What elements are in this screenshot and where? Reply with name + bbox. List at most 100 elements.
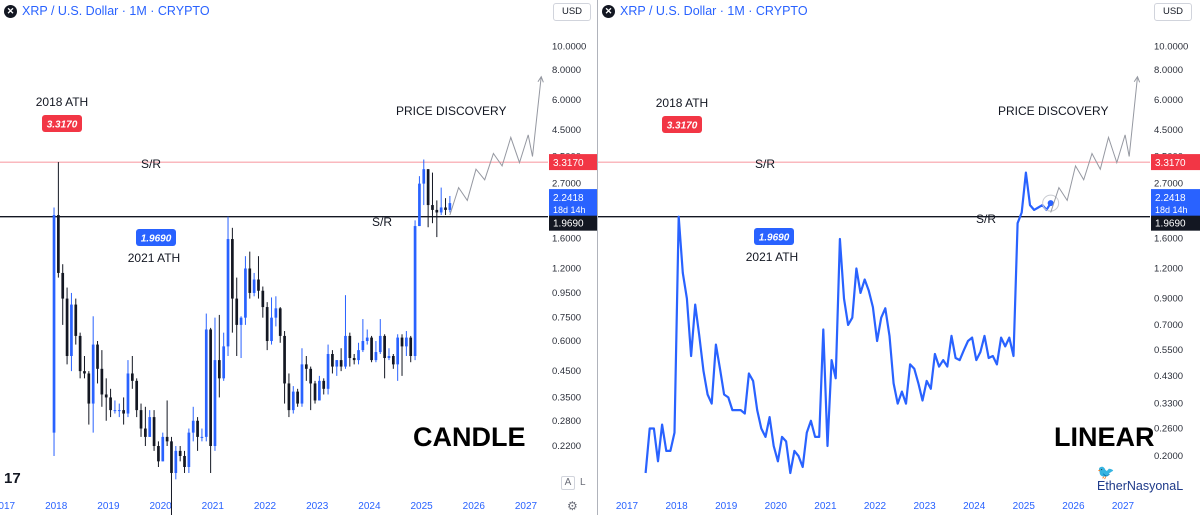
price-discovery-label: PRICE DISCOVERY bbox=[998, 104, 1108, 118]
candle-body bbox=[439, 207, 443, 213]
candle-body bbox=[291, 391, 295, 411]
candle-body bbox=[117, 410, 121, 412]
candle-body bbox=[383, 335, 386, 359]
candle-body bbox=[209, 329, 212, 447]
x-tick-label: 2024 bbox=[358, 501, 381, 512]
y-tick-label: 0.9500 bbox=[552, 288, 581, 299]
candle-body bbox=[170, 441, 173, 473]
candle-body bbox=[78, 335, 82, 372]
candle-chart[interactable]: 10.00008.00006.00004.50003.50002.70001.6… bbox=[0, 0, 597, 515]
candle-body bbox=[313, 383, 317, 401]
gear-icon[interactable]: ⚙ bbox=[567, 499, 578, 513]
x-tick-label: 2027 bbox=[1112, 501, 1135, 512]
candle-body bbox=[235, 298, 239, 325]
y-tick-label: 0.2600 bbox=[1154, 424, 1183, 435]
candle-body bbox=[265, 307, 269, 342]
resistance-price-tag bbox=[549, 154, 597, 171]
candle-body bbox=[418, 183, 421, 227]
candle-body bbox=[361, 341, 365, 351]
y-tick-label: 4.5000 bbox=[1154, 125, 1183, 136]
y-tick-label: 6.0000 bbox=[1154, 95, 1183, 106]
candle-body bbox=[83, 371, 86, 374]
ath-2018-label: 2018 ATH bbox=[656, 96, 708, 110]
ath-2021-label: 2021 ATH bbox=[128, 251, 180, 265]
sr-label-upper: S/R bbox=[755, 157, 775, 171]
auto-scale-toggle[interactable]: A bbox=[561, 476, 575, 490]
y-tick-label: 1.2000 bbox=[1154, 263, 1183, 274]
bird-icon: 🐦 bbox=[1097, 464, 1115, 480]
ath-2021-value: 1.9690 bbox=[141, 234, 172, 245]
candle-body bbox=[283, 335, 286, 384]
candle-body bbox=[387, 355, 391, 359]
candle-body bbox=[100, 368, 104, 395]
candle-body bbox=[191, 420, 195, 433]
candle-body bbox=[257, 279, 260, 291]
xrp-logo-icon: ✕ bbox=[4, 4, 17, 18]
price-discovery-label: PRICE DISCOVERY bbox=[396, 104, 506, 118]
projection-path bbox=[1050, 76, 1138, 213]
sr-label-upper: S/R bbox=[141, 157, 161, 171]
symbol-title: XRP / U.S. Dollar · 1M · CRYPTO bbox=[620, 4, 808, 18]
y-tick-label: 0.4500 bbox=[552, 366, 581, 377]
candle-body bbox=[244, 268, 247, 318]
projection-path bbox=[449, 76, 542, 216]
projection-arrow-icon bbox=[537, 75, 544, 83]
candle-body bbox=[222, 346, 226, 379]
x-tick-label: 2018 bbox=[45, 501, 68, 512]
current-price-label: 2.2418 bbox=[1155, 193, 1186, 204]
x-tick-label: 2021 bbox=[814, 501, 837, 512]
candle-body bbox=[339, 360, 343, 367]
candle-body bbox=[248, 268, 252, 293]
tradingview-logo: 17 bbox=[4, 470, 21, 487]
candle-body bbox=[357, 350, 360, 361]
candle-body bbox=[52, 215, 56, 433]
candle-body bbox=[352, 358, 356, 361]
support-price-tag bbox=[549, 215, 597, 231]
currency-button[interactable]: USD bbox=[553, 3, 591, 21]
candle-body bbox=[70, 304, 73, 356]
candle-body bbox=[374, 352, 378, 361]
x-tick-label: 2026 bbox=[1062, 501, 1085, 512]
y-tick-label: 2.7000 bbox=[552, 179, 581, 190]
y-tick-label: 8.0000 bbox=[1154, 65, 1183, 76]
current-price-label: 2.2418 bbox=[553, 193, 584, 204]
chart-mode-label: LINEAR bbox=[1054, 422, 1155, 452]
last-price-dot bbox=[1047, 200, 1054, 207]
y-tick-label: 10.0000 bbox=[1154, 42, 1188, 53]
watermark: 🐦 EtherNasyonaL bbox=[1097, 465, 1183, 493]
currency-button[interactable]: USD bbox=[1154, 3, 1192, 21]
candle-body bbox=[431, 205, 434, 210]
y-tick-label: 6.0000 bbox=[552, 95, 581, 106]
price-line bbox=[644, 171, 1052, 475]
candle-body bbox=[413, 226, 417, 356]
candle-body bbox=[130, 373, 134, 381]
candle-body bbox=[261, 290, 265, 308]
candle-body bbox=[165, 436, 169, 442]
chart-mode-label: CANDLE bbox=[413, 422, 526, 452]
symbol-header[interactable]: ✕ XRP / U.S. Dollar · 1M · CRYPTO bbox=[4, 4, 210, 18]
candle-body bbox=[157, 446, 160, 462]
y-tick-label: 1.6000 bbox=[552, 233, 581, 244]
y-tick-label: 0.4300 bbox=[1154, 371, 1183, 382]
candle-body bbox=[217, 360, 221, 379]
y-tick-label: 4.5000 bbox=[552, 125, 581, 136]
candle-body bbox=[200, 436, 204, 438]
log-scale-toggle[interactable]: L bbox=[580, 477, 586, 488]
y-tick-label: 0.5500 bbox=[1154, 345, 1183, 356]
candle-body bbox=[139, 410, 143, 429]
candle-body bbox=[226, 239, 230, 347]
x-tick-label: 2020 bbox=[765, 501, 788, 512]
symbol-title: XRP / U.S. Dollar · 1M · CRYPTO bbox=[22, 4, 210, 18]
line-chart[interactable]: 10.00008.00006.00004.50003.50002.70001.6… bbox=[598, 0, 1200, 515]
x-tick-label: 2025 bbox=[1013, 501, 1036, 512]
y-tick-label: 0.3300 bbox=[1154, 399, 1183, 410]
x-tick-label: 2023 bbox=[913, 501, 936, 512]
candle-body bbox=[448, 203, 452, 210]
candle-body bbox=[326, 353, 330, 389]
countdown-label: 18d 14h bbox=[1155, 205, 1188, 215]
panel-divider bbox=[597, 0, 598, 515]
symbol-header[interactable]: ✕ XRP / U.S. Dollar · 1M · CRYPTO bbox=[602, 4, 808, 18]
y-tick-label: 8.0000 bbox=[552, 65, 581, 76]
candle-body bbox=[391, 355, 395, 365]
ath-2021-value: 1.9690 bbox=[759, 233, 790, 244]
